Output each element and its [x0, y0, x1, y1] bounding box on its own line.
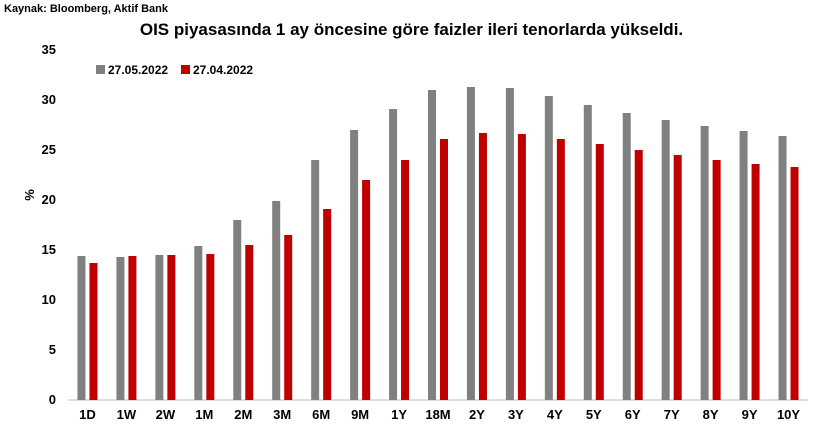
x-tick-label: 7Y — [664, 407, 680, 422]
bar-series2 — [128, 256, 137, 400]
bar-series2 — [517, 134, 526, 400]
legend-label: 27.04.2022 — [193, 63, 253, 77]
bar-series1 — [778, 136, 787, 400]
y-tick-label: 30 — [42, 92, 56, 107]
bar-series1 — [350, 130, 359, 400]
bar-series2 — [751, 164, 760, 400]
bar-series2 — [167, 255, 176, 400]
bar-series2 — [206, 254, 215, 400]
bar-series1 — [311, 160, 320, 400]
bar-series1 — [700, 126, 709, 400]
x-tick-label: 1D — [79, 407, 96, 422]
x-tick-label: 2W — [156, 407, 176, 422]
y-tick-label: 5 — [49, 342, 56, 357]
bar-series1 — [233, 220, 242, 400]
bar-series2 — [556, 139, 565, 400]
x-tick-label: 1Y — [391, 407, 407, 422]
bar-series1 — [739, 131, 748, 400]
y-tick-label: 0 — [49, 392, 56, 407]
bar-series2 — [323, 209, 332, 400]
x-tick-label: 10Y — [777, 407, 800, 422]
bar-series1 — [389, 109, 398, 400]
bar-series1 — [622, 113, 631, 400]
bar-series2 — [595, 144, 604, 400]
bar-series2 — [634, 150, 643, 400]
bar-series2 — [401, 160, 410, 400]
source-note: Kaynak: Bloomberg, Aktif Bank — [4, 3, 169, 15]
bar-series2 — [478, 133, 487, 400]
bar-series1 — [194, 246, 203, 400]
legend-label: 27.05.2022 — [108, 63, 168, 77]
bar-series1 — [272, 201, 281, 400]
y-axis-label: % — [22, 189, 37, 201]
y-tick-label: 15 — [42, 242, 56, 257]
bar-series2 — [362, 180, 371, 400]
bar-series1 — [505, 88, 514, 400]
y-tick-label: 25 — [42, 142, 56, 157]
bar-series1 — [155, 255, 164, 400]
bar-series1 — [116, 257, 125, 400]
bar-series1 — [428, 90, 436, 400]
x-tick-label: 9M — [351, 407, 369, 422]
y-tick-label: 10 — [42, 292, 56, 307]
bar-series1 — [583, 105, 592, 400]
y-tick-label: 35 — [42, 42, 56, 57]
x-tick-label: 5Y — [586, 407, 602, 422]
bar-series2 — [790, 167, 799, 400]
bar-series2 — [284, 235, 293, 400]
legend-swatch — [181, 65, 190, 74]
x-tick-label: 1W — [117, 407, 137, 422]
bar-series2 — [440, 139, 448, 400]
bar-series2 — [89, 263, 98, 400]
chart-title: OIS piyasasında 1 ay öncesine göre faizl… — [139, 20, 684, 39]
x-tick-label: 3M — [273, 407, 291, 422]
x-tick-label: 6Y — [625, 407, 641, 422]
x-tick-label: 18M — [425, 407, 450, 422]
legend-swatch — [96, 65, 105, 74]
y-tick-label: 20 — [42, 192, 56, 207]
bar-series2 — [712, 160, 721, 400]
x-tick-label: 2Y — [469, 407, 485, 422]
bar-series1 — [77, 256, 86, 400]
bar-series1 — [544, 96, 553, 400]
x-tick-label: 3Y — [508, 407, 524, 422]
x-tick-label: 2M — [234, 407, 252, 422]
x-tick-label: 6M — [312, 407, 330, 422]
x-tick-label: 8Y — [703, 407, 719, 422]
x-tick-label: 4Y — [547, 407, 563, 422]
bar-series1 — [661, 120, 670, 400]
bar-series2 — [673, 155, 682, 400]
bar-series1 — [466, 87, 475, 400]
bar-series2 — [245, 245, 254, 400]
x-tick-label: 9Y — [742, 407, 758, 422]
x-tick-label: 1M — [195, 407, 213, 422]
